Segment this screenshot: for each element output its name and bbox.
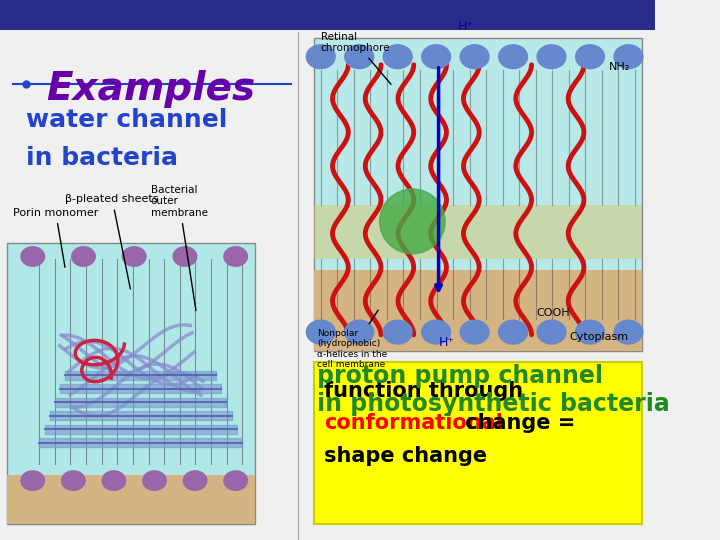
FancyBboxPatch shape (6, 243, 256, 524)
Circle shape (345, 320, 374, 344)
Text: Nonpolar
(hydrophobic)
α-helices in the
cell membrane: Nonpolar (hydrophobic) α-helices in the … (318, 310, 388, 369)
Text: β-pleated sheets: β-pleated sheets (66, 194, 159, 289)
FancyBboxPatch shape (314, 270, 642, 351)
Circle shape (499, 320, 528, 344)
FancyBboxPatch shape (314, 362, 642, 524)
Circle shape (614, 45, 643, 69)
Text: function through: function through (324, 381, 523, 401)
Circle shape (575, 45, 604, 69)
Text: conformational: conformational (324, 413, 503, 433)
Circle shape (21, 247, 45, 266)
FancyBboxPatch shape (314, 205, 642, 259)
Circle shape (307, 45, 336, 69)
Text: Retinal
chromophore: Retinal chromophore (321, 32, 391, 84)
Circle shape (614, 320, 643, 344)
Circle shape (460, 320, 489, 344)
Text: in photosynthetic bacteria: in photosynthetic bacteria (318, 392, 670, 415)
Text: shape change: shape change (324, 446, 487, 465)
Circle shape (537, 45, 566, 69)
Ellipse shape (379, 189, 445, 254)
Circle shape (383, 320, 412, 344)
Text: proton pump channel: proton pump channel (318, 364, 603, 388)
Circle shape (61, 471, 85, 490)
Text: H⁺: H⁺ (458, 19, 474, 33)
Text: change =: change = (458, 413, 575, 433)
Circle shape (422, 320, 451, 344)
Circle shape (460, 45, 489, 69)
Circle shape (499, 45, 528, 69)
Text: water channel: water channel (26, 108, 228, 132)
Text: H⁺: H⁺ (438, 335, 454, 349)
Circle shape (122, 247, 146, 266)
Text: in bacteria: in bacteria (26, 146, 178, 170)
Circle shape (224, 247, 248, 266)
Circle shape (383, 45, 412, 69)
Circle shape (575, 320, 604, 344)
Text: Cytoplasm: Cytoplasm (570, 332, 629, 342)
Text: NH₂: NH₂ (609, 62, 630, 72)
Circle shape (21, 471, 45, 490)
Circle shape (173, 247, 197, 266)
Circle shape (345, 45, 374, 69)
Circle shape (422, 45, 451, 69)
Text: Porin monomer: Porin monomer (13, 208, 99, 267)
Circle shape (143, 471, 166, 490)
Text: Examples: Examples (46, 70, 255, 108)
Circle shape (72, 247, 95, 266)
FancyBboxPatch shape (0, 0, 654, 30)
Text: COOH: COOH (537, 308, 570, 318)
FancyBboxPatch shape (6, 475, 256, 524)
Circle shape (537, 320, 566, 344)
Circle shape (224, 471, 248, 490)
Circle shape (102, 471, 126, 490)
Text: Bacterial
outer
membrane: Bacterial outer membrane (150, 185, 207, 310)
FancyBboxPatch shape (314, 38, 642, 351)
Circle shape (307, 320, 336, 344)
Circle shape (184, 471, 207, 490)
